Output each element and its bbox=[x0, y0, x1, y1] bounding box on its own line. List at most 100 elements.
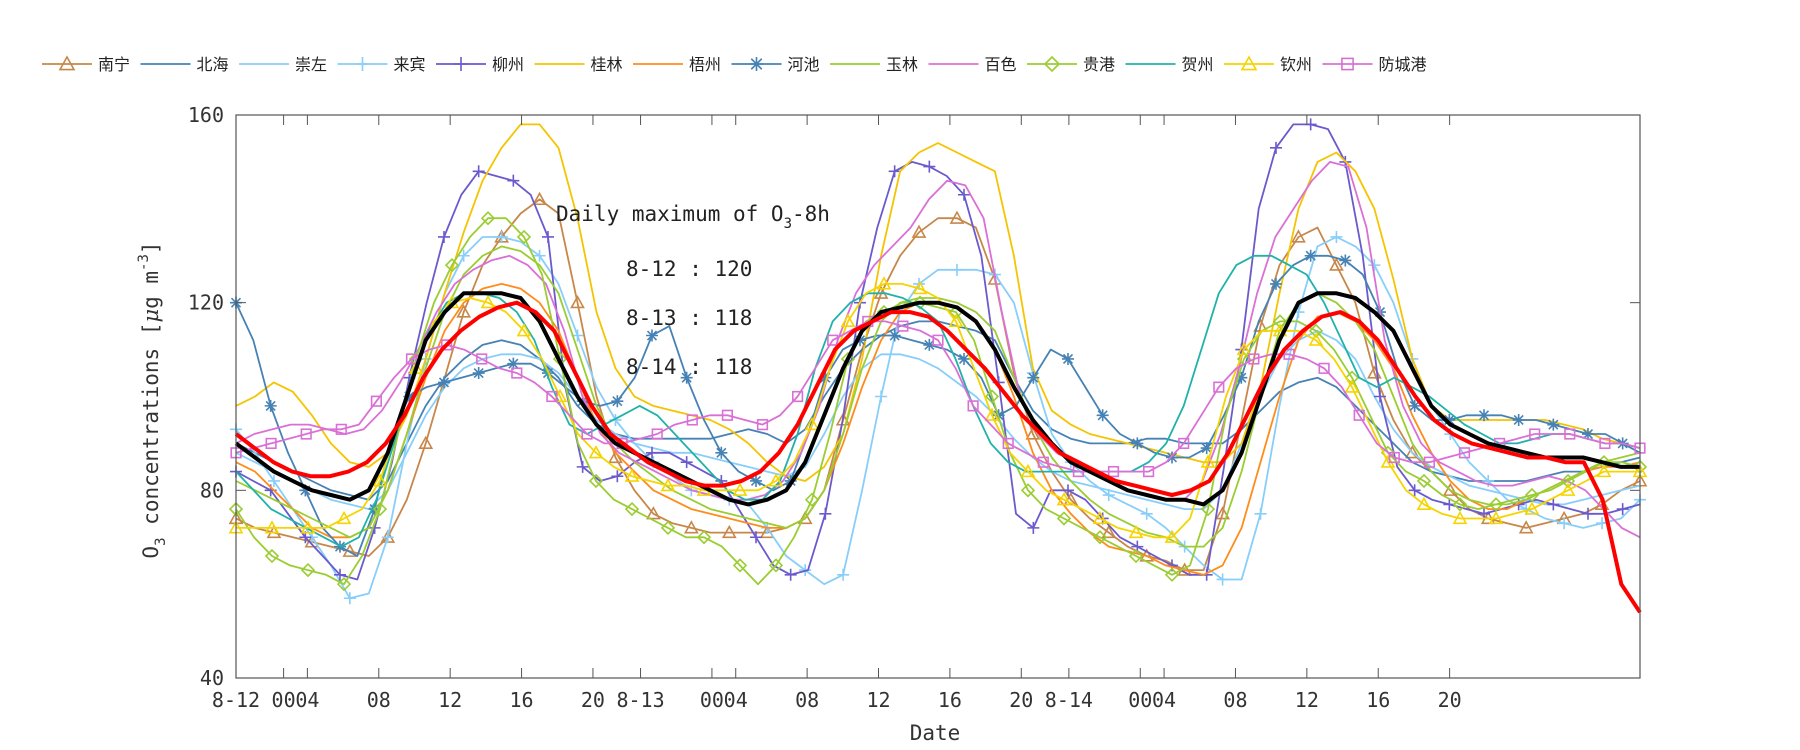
data-point bbox=[768, 473, 784, 487]
data-point bbox=[804, 492, 820, 507]
data-point bbox=[372, 473, 388, 487]
legend: 南宁 北海 崇左 来宾 柳州 桂林 梧州 河池 玉林 百色 贵港 贺州 钦州 防城港 bbox=[42, 55, 1427, 74]
data-point bbox=[1443, 413, 1456, 426]
data-point bbox=[1560, 473, 1576, 489]
x-tick-label: 8-13 bbox=[616, 688, 664, 712]
data-point bbox=[300, 520, 316, 534]
data-point bbox=[837, 568, 850, 581]
data-point bbox=[1248, 353, 1260, 365]
data-point bbox=[588, 445, 604, 459]
x-tick-label: 16 bbox=[510, 688, 534, 712]
data-point bbox=[418, 435, 434, 450]
x-tick-label: 08 bbox=[367, 688, 391, 712]
data-point bbox=[756, 419, 769, 431]
series-贵港 bbox=[228, 211, 1648, 592]
data-point bbox=[732, 558, 748, 573]
annotation-line-2: 8-13 : 118 bbox=[626, 306, 752, 330]
data-point bbox=[888, 329, 901, 342]
data-point bbox=[721, 524, 737, 539]
data-point bbox=[576, 460, 589, 473]
series-line bbox=[235, 320, 1641, 473]
data-point bbox=[438, 376, 450, 389]
data-point bbox=[532, 191, 547, 206]
data-point bbox=[372, 501, 388, 517]
legend-item: 玉林 bbox=[830, 55, 918, 74]
data-point bbox=[1380, 445, 1396, 460]
legend-item: 梧州 bbox=[633, 55, 721, 74]
data-point bbox=[1560, 482, 1576, 496]
data-point bbox=[1442, 482, 1458, 496]
series-line bbox=[235, 123, 1641, 581]
legend-item: 桂林 bbox=[534, 55, 623, 74]
series-line bbox=[235, 123, 1641, 482]
x-tick-label: 16 bbox=[938, 688, 962, 712]
legend-label: 玉林 bbox=[886, 55, 918, 74]
data-point bbox=[58, 55, 76, 71]
y-tick-label: 40 bbox=[200, 666, 224, 690]
x-tick-label: 08 bbox=[795, 688, 819, 712]
data-point bbox=[1025, 426, 1041, 440]
series-桂林 bbox=[235, 123, 1641, 482]
data-point bbox=[480, 295, 496, 309]
data-point bbox=[1062, 352, 1074, 365]
legend-item: 防城港 bbox=[1322, 55, 1427, 74]
data-point bbox=[912, 280, 928, 295]
data-point bbox=[1339, 254, 1352, 267]
data-point bbox=[264, 548, 280, 564]
data-point bbox=[1235, 371, 1248, 384]
y-tick-label: 120 bbox=[188, 291, 224, 315]
annotation-line-3: 8-14 : 118 bbox=[626, 355, 752, 379]
data-point bbox=[1318, 362, 1330, 374]
data-point bbox=[768, 558, 784, 573]
data-point bbox=[495, 230, 508, 243]
data-point bbox=[1043, 55, 1061, 73]
x-axis-label: Date bbox=[910, 721, 961, 745]
x-tick-label: 12 bbox=[1295, 688, 1319, 712]
legend-item: 百色 bbox=[928, 55, 1017, 74]
data-point bbox=[1452, 510, 1468, 525]
data-point bbox=[1547, 418, 1560, 431]
data-point bbox=[958, 352, 970, 365]
x-tick-label: 12 bbox=[438, 688, 462, 712]
data-point bbox=[1178, 437, 1190, 450]
data-point bbox=[1582, 507, 1594, 520]
legend-item: 北海 bbox=[140, 55, 229, 74]
data-point bbox=[381, 531, 394, 544]
data-point bbox=[611, 470, 624, 483]
data-point bbox=[1599, 437, 1611, 450]
data-point bbox=[472, 367, 485, 380]
data-point bbox=[1215, 506, 1230, 520]
x-tick-label: 8-14 bbox=[1045, 688, 1093, 712]
data-point bbox=[1101, 524, 1117, 539]
data-point bbox=[1512, 413, 1525, 426]
data-point bbox=[950, 263, 963, 276]
y-tick-label: 80 bbox=[200, 478, 224, 502]
data-point bbox=[1408, 484, 1421, 497]
data-point bbox=[1140, 507, 1153, 520]
data-point bbox=[1344, 370, 1360, 385]
data-point bbox=[336, 510, 352, 525]
data-point bbox=[876, 276, 892, 290]
data-point bbox=[819, 507, 832, 520]
series-line bbox=[235, 160, 1641, 539]
data-point bbox=[1616, 503, 1629, 516]
legend-label: 南宁 bbox=[98, 55, 130, 74]
data-point bbox=[403, 390, 416, 403]
x-tick-label: 20 bbox=[1009, 688, 1033, 712]
data-point bbox=[264, 520, 280, 534]
data-point bbox=[507, 357, 520, 370]
data-point bbox=[932, 334, 944, 346]
data-point bbox=[923, 338, 936, 351]
data-point bbox=[476, 353, 488, 365]
data-point bbox=[264, 399, 277, 412]
data-point bbox=[542, 230, 554, 243]
data-point bbox=[1020, 463, 1036, 478]
data-point bbox=[511, 367, 523, 379]
legend-label: 崇左 bbox=[295, 55, 327, 74]
data-point bbox=[1216, 573, 1229, 586]
data-point bbox=[1308, 323, 1324, 338]
data-point bbox=[1582, 428, 1594, 441]
data-point bbox=[804, 417, 820, 431]
data-point bbox=[888, 165, 901, 178]
data-point bbox=[507, 174, 520, 187]
